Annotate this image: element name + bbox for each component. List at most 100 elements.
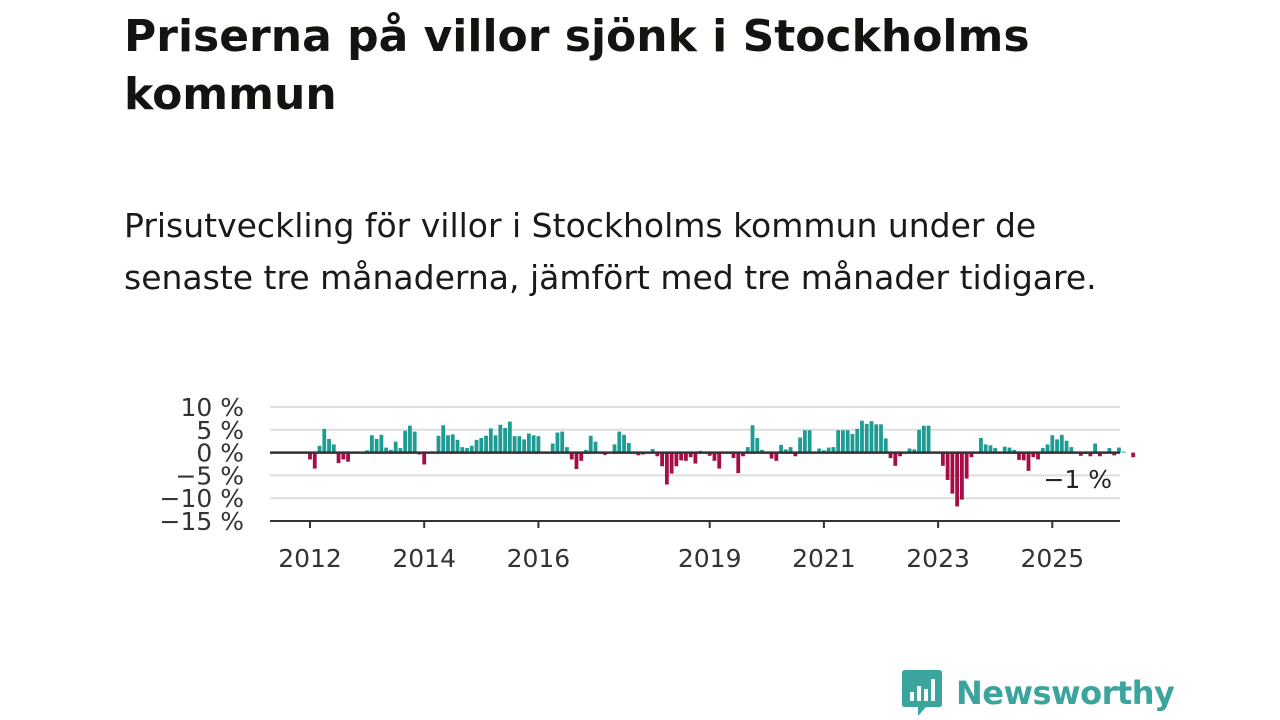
- bar: [474, 439, 479, 453]
- bar: [1097, 452, 1102, 457]
- bar: [317, 445, 322, 453]
- bar: [1040, 448, 1045, 453]
- bar: [831, 447, 836, 453]
- bar: [774, 452, 779, 461]
- bar: [802, 430, 807, 453]
- y-tick-label: 0 %: [196, 439, 244, 468]
- bar: [560, 431, 565, 453]
- bar: [465, 448, 469, 453]
- bar: [1026, 452, 1031, 471]
- bar: [741, 452, 745, 457]
- bar: [555, 432, 560, 453]
- bar: [622, 434, 626, 453]
- bar: [793, 452, 798, 457]
- bar: [1045, 444, 1050, 453]
- bar: [550, 443, 555, 453]
- bar: [817, 448, 822, 453]
- bar: [783, 449, 788, 453]
- bar: [807, 430, 812, 453]
- bar: [441, 425, 446, 453]
- y-tick-label: −5 %: [175, 461, 244, 490]
- bar: [712, 452, 717, 461]
- bar: [1093, 443, 1098, 453]
- bar: [536, 436, 541, 453]
- bar: [1112, 452, 1117, 456]
- bar: [522, 439, 527, 453]
- bar: [346, 452, 350, 462]
- bar: [636, 452, 641, 456]
- bar: [1050, 435, 1055, 453]
- bar: [574, 452, 579, 470]
- x-tick-label: 2019: [678, 544, 742, 573]
- bar: [1012, 449, 1017, 453]
- bar: [912, 449, 917, 453]
- bar: [660, 452, 665, 467]
- bar: [450, 434, 455, 453]
- bar: [983, 444, 988, 453]
- bar: [446, 435, 450, 453]
- bar: [1078, 452, 1083, 456]
- bar: [879, 424, 883, 453]
- bar: [926, 425, 931, 453]
- bar: [1002, 446, 1007, 453]
- bar: [883, 438, 888, 453]
- bar: [422, 452, 427, 465]
- bar: [327, 438, 331, 453]
- bar: [436, 435, 441, 453]
- bar: [1131, 452, 1136, 458]
- last-value-annotation: −1 %: [1043, 465, 1112, 494]
- bar: [769, 452, 774, 459]
- bar: [584, 449, 588, 453]
- y-tick-label: −15 %: [160, 507, 244, 536]
- bar: [869, 421, 874, 453]
- bar: [993, 448, 998, 453]
- bar: [565, 447, 569, 453]
- bar: [1121, 451, 1126, 453]
- bar: [836, 430, 841, 453]
- bar: [503, 427, 507, 453]
- bar: [388, 449, 393, 453]
- bar: [369, 435, 374, 453]
- bar: [1021, 452, 1026, 461]
- y-tick-label: −10 %: [160, 484, 244, 513]
- bar: [979, 438, 983, 453]
- bar: [1055, 439, 1059, 453]
- bar: [374, 438, 379, 453]
- bar: [617, 431, 622, 453]
- bar-chart: 10 %5 %0 %−5 %−10 %−15 % 2012 2014 2016 2019…: [160, 393, 1136, 573]
- x-tick-label: 2025: [1020, 544, 1084, 573]
- bar: [1069, 447, 1074, 453]
- bar: [1107, 448, 1112, 453]
- bar: [517, 436, 522, 453]
- bar: [479, 438, 484, 453]
- bar: [788, 447, 793, 453]
- bar: [693, 452, 698, 464]
- bar: [750, 425, 755, 453]
- bar: [988, 445, 993, 453]
- bar: [841, 430, 845, 453]
- bar: [612, 444, 617, 453]
- bar: [498, 424, 503, 453]
- bar: [874, 424, 879, 453]
- bar: [940, 452, 945, 466]
- bar: [1036, 452, 1040, 460]
- bar: [336, 452, 341, 464]
- bar: [707, 452, 712, 456]
- bar: [669, 452, 674, 474]
- bar: [1059, 434, 1064, 453]
- bar: [626, 443, 631, 453]
- bar: [1007, 447, 1012, 453]
- bar: [755, 438, 760, 453]
- bar: [579, 452, 584, 461]
- bar: [736, 452, 741, 474]
- bar: [684, 452, 688, 461]
- bar: [917, 429, 921, 453]
- bar: [717, 452, 722, 469]
- bar: [1031, 452, 1036, 458]
- bar: [341, 452, 346, 460]
- bar: [512, 436, 517, 453]
- bar: [888, 452, 893, 459]
- bar: [798, 437, 803, 453]
- bar: [964, 452, 969, 479]
- bar: [588, 435, 593, 453]
